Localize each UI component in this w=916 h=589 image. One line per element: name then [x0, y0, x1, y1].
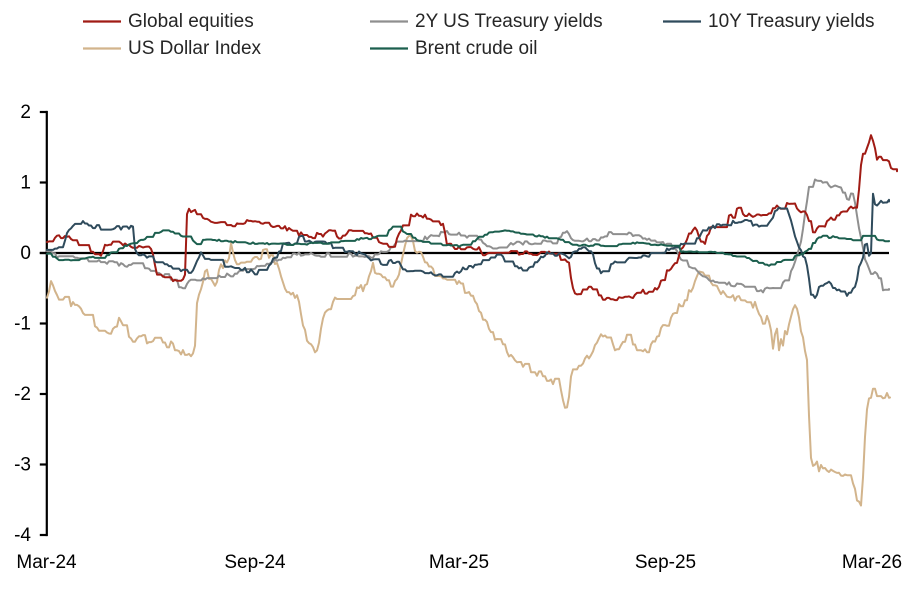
svg-text:Global equities: Global equities: [128, 11, 254, 32]
svg-text:Sep-25: Sep-25: [635, 552, 696, 573]
svg-text:0: 0: [20, 243, 31, 264]
svg-text:1: 1: [20, 173, 31, 194]
svg-text:2: 2: [20, 102, 31, 123]
svg-text:US Dollar Index: US Dollar Index: [128, 38, 262, 59]
svg-text:Brent crude oil: Brent crude oil: [415, 38, 538, 59]
svg-text:-3: -3: [14, 455, 31, 476]
svg-text:Mar-26: Mar-26: [842, 552, 902, 573]
svg-text:-2: -2: [14, 384, 31, 405]
svg-text:-1: -1: [14, 314, 31, 335]
svg-text:2Y US Treasury yields: 2Y US Treasury yields: [415, 11, 603, 32]
svg-text:Mar-25: Mar-25: [429, 552, 489, 573]
svg-text:-4: -4: [14, 525, 31, 546]
svg-text:10Y Treasury yields: 10Y Treasury yields: [708, 11, 875, 32]
svg-text:Mar-24: Mar-24: [16, 552, 77, 573]
svg-text:Sep-24: Sep-24: [224, 552, 286, 573]
